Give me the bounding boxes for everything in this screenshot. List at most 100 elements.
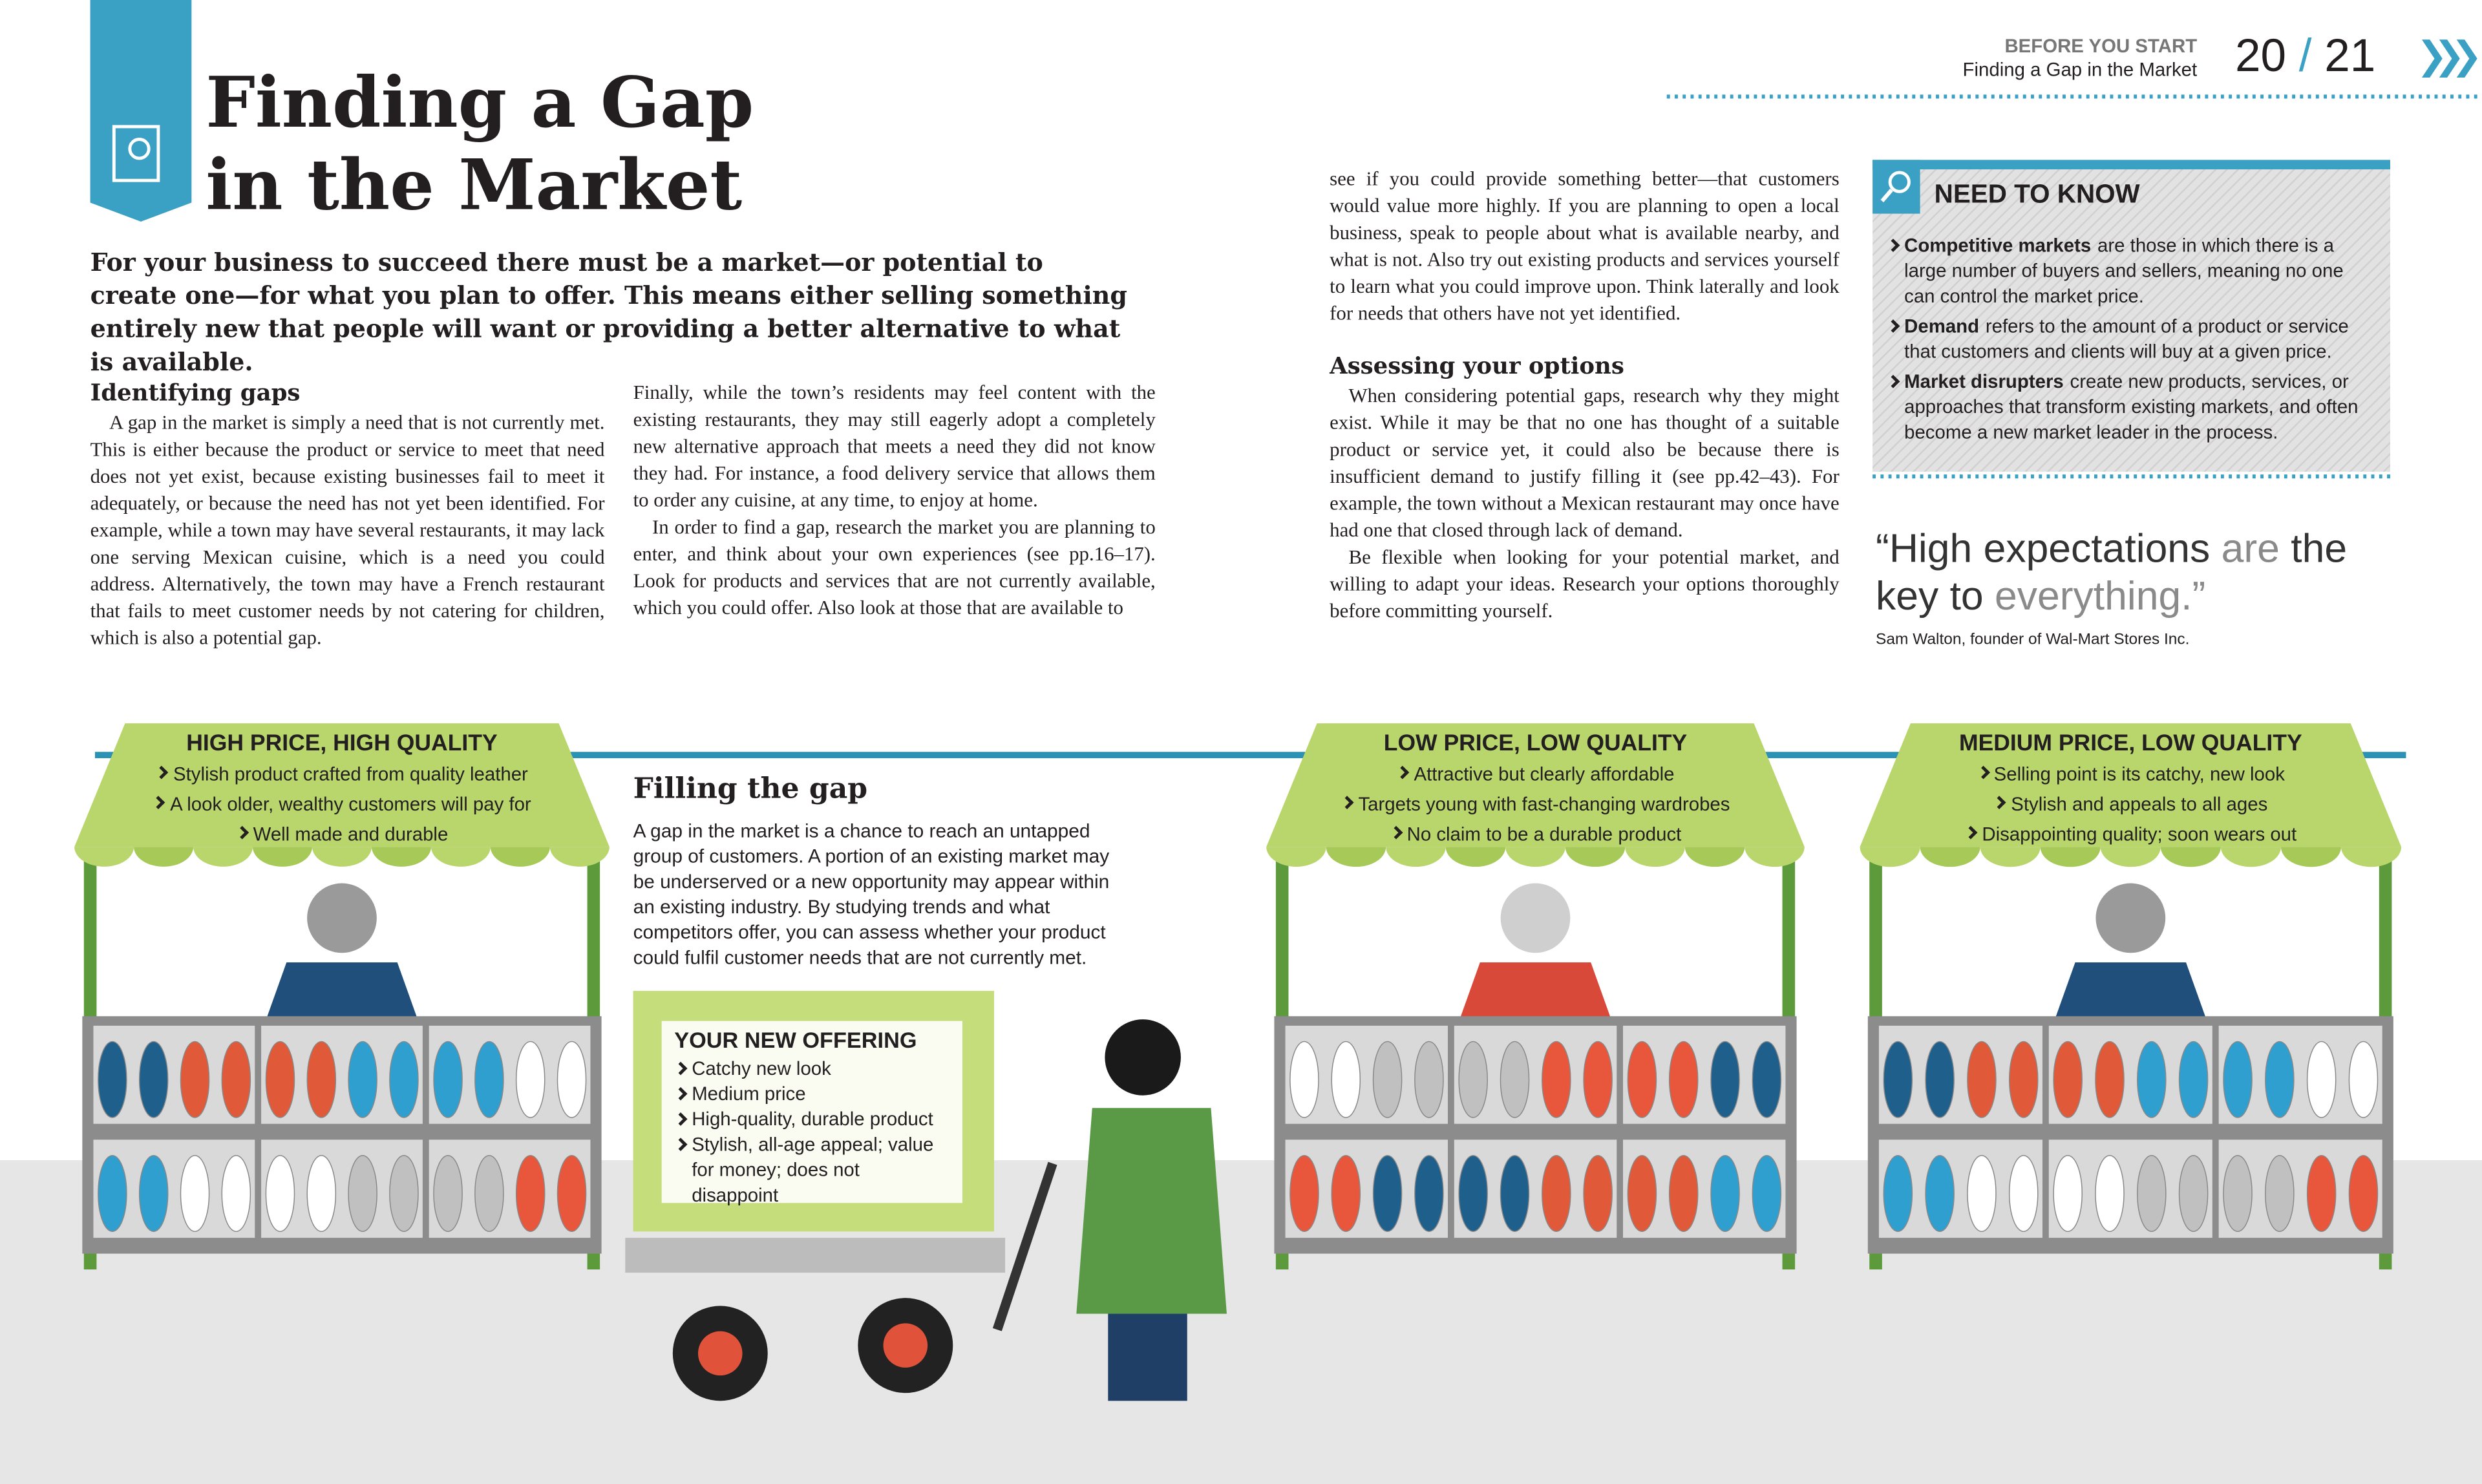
stall-item: Selling point is its catchy, new look	[1977, 760, 2285, 790]
scallop	[1386, 847, 1446, 867]
scallop	[74, 847, 134, 867]
shoe	[2223, 1155, 2253, 1233]
quote-part: are	[2221, 527, 2280, 572]
stall-item: Stylish and appeals to all ages	[1993, 790, 2267, 820]
shoe	[2265, 1041, 2295, 1118]
shoe	[2348, 1155, 2379, 1233]
scallop	[1920, 847, 1980, 867]
shoe	[1331, 1041, 1361, 1118]
stall-title: MEDIUM PRICE, LOW QUALITY	[1958, 731, 2302, 757]
shoe	[2008, 1155, 2039, 1233]
shoe	[1710, 1041, 1740, 1118]
heading: Filling the gap	[633, 772, 868, 806]
shoe	[557, 1041, 587, 1118]
term: Market disrupters	[1904, 370, 2064, 393]
shoe	[348, 1155, 377, 1233]
shoe	[2265, 1155, 2295, 1233]
awning-text: LOW PRICE, LOW QUALITY Attractive but cle…	[1298, 730, 1773, 850]
intro: For your business to succeed there must …	[90, 247, 1127, 377]
shopper-coat	[1076, 1108, 1227, 1314]
column: Identifying gaps A gap in the market is …	[90, 380, 605, 652]
box-title: NEED TO KNOW	[1934, 180, 2140, 209]
shoe	[180, 1155, 210, 1233]
scallop	[2341, 847, 2402, 867]
definition: are those in which there is a large numb…	[1904, 234, 2344, 308]
shoe	[2008, 1041, 2039, 1118]
page-number: 21	[2324, 31, 2376, 83]
definition: refers to the amount of a product or ser…	[1904, 315, 2349, 363]
shoe	[1542, 1041, 1571, 1118]
shoe	[474, 1155, 504, 1233]
shoe	[1752, 1041, 1782, 1118]
shoe	[98, 1041, 127, 1118]
paragraph: When considering potential gaps, researc…	[1330, 385, 1840, 542]
shoe	[265, 1155, 295, 1233]
scallop	[2100, 847, 2161, 867]
icon-bulb	[128, 138, 151, 160]
term: Competitive markets	[1904, 234, 2092, 257]
shoe	[2306, 1041, 2337, 1118]
shoe	[1967, 1155, 1997, 1233]
stall-title: LOW PRICE, LOW QUALITY	[1383, 731, 1688, 757]
shoe	[221, 1041, 251, 1118]
definition: create new products, services, or approa…	[1904, 370, 2359, 443]
offering-card: YOUR NEW OFFERING Catchy new look Medium …	[661, 1021, 962, 1206]
stall-item: Attractive but clearly affordable	[1397, 760, 1675, 790]
scallop	[430, 847, 491, 867]
paragraph: A gap in the market is simply a need tha…	[90, 411, 605, 650]
folio: 20 / 21	[2235, 32, 2375, 84]
shoe	[1289, 1155, 1319, 1233]
shoe	[1627, 1041, 1657, 1118]
shoe	[98, 1155, 127, 1233]
offering-title: YOUR NEW OFFERING	[674, 1027, 917, 1053]
subtitle: Finding a Gap in the Market	[1962, 58, 2198, 81]
section: BEFORE YOU START	[2004, 34, 2198, 58]
paragraph: see if you could provide something bette…	[1330, 167, 1840, 325]
rail	[94, 752, 2406, 759]
stall-item: Targets young with fast-changing wardrob…	[1341, 790, 1730, 820]
shoe	[1583, 1155, 1613, 1233]
awning-text: HIGH PRICE, HIGH QUALITY Stylish product …	[106, 730, 578, 850]
scallop	[1625, 847, 1685, 867]
shoe	[2178, 1155, 2209, 1233]
vendor-body	[2051, 962, 2210, 1029]
shoe	[1668, 1041, 1699, 1118]
magnifier	[1888, 171, 1911, 193]
shoe	[1967, 1041, 1997, 1118]
scallop	[549, 847, 610, 867]
scallop	[371, 847, 431, 867]
stall-item: A look older, wealthy customers will pay…	[153, 790, 531, 820]
shoe	[1710, 1155, 1740, 1233]
stall-item: No claim to be a durable product	[1390, 820, 1682, 851]
shoe	[1627, 1155, 1657, 1233]
scallop	[1505, 847, 1565, 867]
shoe	[265, 1041, 295, 1118]
stall-item: Stylish product crafted from quality lea…	[156, 760, 528, 790]
shoe	[389, 1155, 419, 1233]
stall-item: Disappointing quality; soon wears out	[1964, 820, 2296, 851]
shoe	[474, 1041, 504, 1118]
shoe	[138, 1041, 169, 1118]
running-head: BEFORE YOU START Finding a Gap in the Ma…	[1947, 34, 2198, 82]
shoe	[1414, 1155, 1444, 1233]
title: Finding a Gap in the Market	[206, 63, 754, 228]
scallop	[1445, 847, 1506, 867]
box-item: Market disrupters create new products, se…	[1887, 369, 2370, 445]
box-item: Demand refers to the amount of a product …	[1887, 313, 2370, 364]
shoe	[306, 1041, 337, 1118]
hub	[883, 1323, 928, 1368]
title-line: in the Market	[206, 145, 743, 227]
shoe	[1668, 1155, 1699, 1233]
shoe	[180, 1041, 210, 1118]
shoe	[348, 1041, 377, 1118]
scallop	[490, 847, 550, 867]
column: see if you could provide something bette…	[1330, 166, 1840, 625]
shoe	[2053, 1155, 2083, 1233]
shoe	[306, 1155, 337, 1233]
shoe	[1583, 1041, 1613, 1118]
attribution: Sam Walton, founder of Wal-Mart Stores I…	[1876, 631, 2190, 650]
shoe	[1458, 1041, 1488, 1118]
quote-part: everything.”	[1995, 574, 2206, 619]
scallop	[134, 847, 194, 867]
scallop	[1860, 847, 1920, 867]
